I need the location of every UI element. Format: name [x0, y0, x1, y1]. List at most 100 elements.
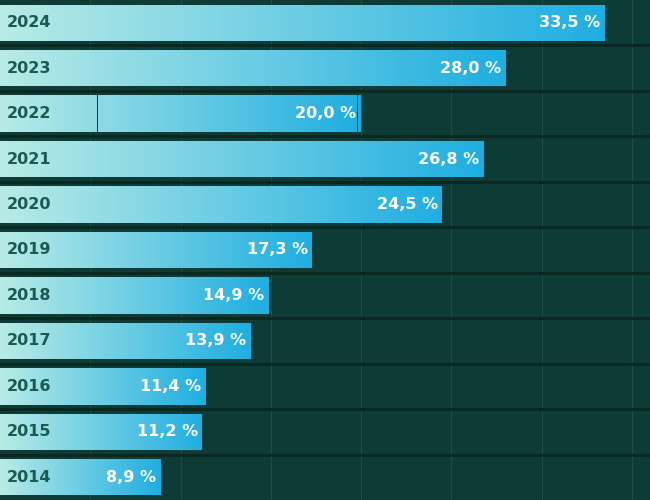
Bar — [338, 96, 339, 132]
Bar — [148, 141, 150, 178]
Bar — [389, 186, 391, 222]
Bar — [254, 96, 255, 132]
Bar — [142, 322, 143, 359]
Bar — [128, 186, 130, 222]
Bar — [199, 368, 200, 405]
Bar — [181, 232, 182, 268]
Bar — [184, 96, 185, 132]
Bar — [163, 278, 164, 314]
Bar — [123, 50, 125, 86]
Bar — [81, 4, 83, 41]
Bar — [132, 141, 134, 178]
Bar — [393, 141, 395, 178]
Bar — [172, 368, 173, 405]
Bar — [287, 96, 288, 132]
Bar — [19, 186, 21, 222]
Bar — [155, 322, 157, 359]
Bar — [438, 50, 440, 86]
Bar — [196, 186, 198, 222]
Bar — [85, 322, 86, 359]
Bar — [291, 141, 292, 178]
Bar — [447, 141, 448, 178]
Bar — [40, 141, 42, 178]
Bar — [249, 186, 251, 222]
Bar — [178, 232, 179, 268]
Bar — [10, 322, 11, 359]
Bar — [46, 278, 47, 314]
Bar — [34, 96, 35, 132]
Bar — [96, 414, 97, 450]
Bar — [60, 232, 62, 268]
Bar — [324, 186, 326, 222]
Bar — [50, 414, 51, 450]
Bar — [96, 186, 98, 222]
Bar — [230, 232, 231, 268]
Bar — [111, 4, 113, 41]
Bar — [5, 278, 6, 314]
Bar — [327, 50, 329, 86]
Bar — [237, 186, 239, 222]
Bar — [112, 414, 113, 450]
Bar — [2, 50, 3, 86]
Bar — [397, 4, 399, 41]
Bar — [403, 50, 404, 86]
Bar — [123, 232, 124, 268]
Bar — [116, 232, 118, 268]
Bar — [62, 368, 63, 405]
Bar — [23, 50, 25, 86]
Bar — [157, 368, 158, 405]
Bar — [126, 141, 127, 178]
Bar — [112, 278, 113, 314]
Bar — [354, 186, 356, 222]
Bar — [38, 322, 39, 359]
Bar — [265, 50, 266, 86]
Bar — [320, 4, 322, 41]
Bar — [411, 4, 413, 41]
Bar — [56, 186, 57, 222]
Bar — [144, 368, 145, 405]
Bar — [67, 368, 68, 405]
Bar — [291, 186, 292, 222]
Bar — [129, 141, 131, 178]
Bar — [25, 232, 26, 268]
Text: 33,5 %: 33,5 % — [540, 15, 601, 30]
Bar — [29, 96, 30, 132]
Bar — [27, 186, 28, 222]
Bar — [155, 368, 156, 405]
Bar — [258, 141, 260, 178]
Bar — [253, 50, 254, 86]
Bar — [332, 141, 334, 178]
Bar — [179, 368, 180, 405]
Bar — [10, 50, 12, 86]
Bar — [152, 414, 153, 450]
Bar — [100, 368, 101, 405]
Bar — [71, 96, 72, 132]
Bar — [90, 368, 91, 405]
Bar — [167, 50, 168, 86]
Bar — [420, 50, 421, 86]
Bar — [188, 141, 190, 178]
Bar — [302, 4, 304, 41]
Bar — [181, 186, 183, 222]
Bar — [295, 96, 296, 132]
Bar — [143, 186, 144, 222]
Bar — [129, 368, 131, 405]
Bar — [183, 186, 185, 222]
Bar — [372, 141, 374, 178]
Bar — [348, 96, 349, 132]
Bar — [61, 322, 62, 359]
Bar — [85, 232, 86, 268]
Bar — [168, 322, 169, 359]
Bar — [234, 278, 235, 314]
Bar — [122, 368, 123, 405]
Bar — [163, 414, 164, 450]
Bar — [179, 50, 180, 86]
Bar — [145, 278, 146, 314]
Bar — [31, 4, 32, 41]
Bar — [34, 414, 35, 450]
Bar — [304, 50, 305, 86]
Bar — [1, 368, 2, 405]
Bar — [15, 414, 16, 450]
Text: 17,3 %: 17,3 % — [247, 242, 308, 258]
Bar — [66, 368, 67, 405]
